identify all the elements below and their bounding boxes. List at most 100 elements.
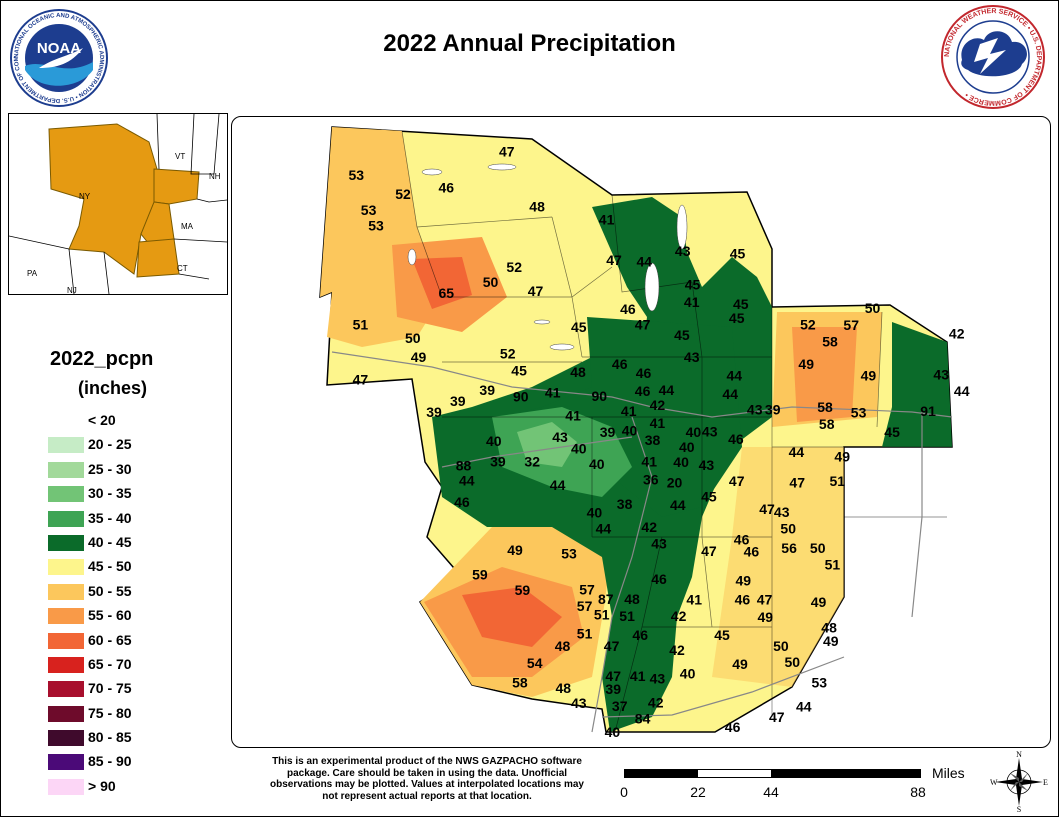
observation-value: 42 xyxy=(641,519,657,535)
observation-value: 47 xyxy=(353,372,369,388)
legend-label: 45 - 50 xyxy=(88,558,132,575)
observation-value: 48 xyxy=(556,680,572,696)
observation-value: 49 xyxy=(811,594,827,610)
legend-label: < 20 xyxy=(88,412,116,428)
observation-value: 58 xyxy=(822,333,838,349)
inset-label-vt: VT xyxy=(175,152,186,161)
inset-map-svg xyxy=(9,114,227,294)
observation-value: 39 xyxy=(765,401,781,417)
observation-value: 47 xyxy=(499,144,515,160)
observation-value: 45 xyxy=(733,296,749,312)
observation-value: 46 xyxy=(735,592,751,608)
observation-value: 46 xyxy=(635,383,651,399)
legend-label: 85 - 90 xyxy=(88,753,132,770)
observation-value: 38 xyxy=(645,432,661,448)
observation-value: 39 xyxy=(600,424,616,440)
observation-value: 40 xyxy=(486,433,502,449)
observation-value: 51 xyxy=(825,556,841,572)
observation-value: 43 xyxy=(552,429,568,445)
observation-value: 59 xyxy=(472,566,488,582)
inset-label-ma: MA xyxy=(181,222,193,231)
observation-value: 44 xyxy=(459,473,475,489)
legend-label: 55 - 60 xyxy=(88,607,132,624)
observation-value: 40 xyxy=(605,724,621,740)
compass-n: N xyxy=(1016,750,1022,759)
observation-value: 53 xyxy=(361,202,377,218)
observation-value: 47 xyxy=(789,474,805,490)
observation-value: 40 xyxy=(589,456,605,472)
legend-units: (inches) xyxy=(78,378,148,398)
observation-value: 44 xyxy=(954,383,970,399)
observation-value: 43 xyxy=(933,367,949,383)
observation-value: 51 xyxy=(353,316,369,332)
observation-value: 44 xyxy=(727,367,743,383)
observation-value: 39 xyxy=(450,393,466,409)
observation-value: 57 xyxy=(843,317,859,333)
observation-value: 53 xyxy=(349,167,365,183)
observation-value: 51 xyxy=(577,626,593,642)
observation-value: 46 xyxy=(454,494,470,510)
observation-value: 87 xyxy=(598,591,614,607)
observation-value: 47 xyxy=(701,543,717,559)
observation-value: 44 xyxy=(596,520,612,536)
scale-unit: Miles xyxy=(932,765,965,781)
main-map[interactable]: 47 53 52 46 53 53 48 41 47 44 43 45 52 50 65 47 45 41 45 45… xyxy=(231,116,1051,748)
observation-value: 49 xyxy=(798,356,814,372)
legend-swatch xyxy=(48,656,84,673)
legend-label: > 90 xyxy=(88,777,116,794)
compass-s: S xyxy=(1017,805,1021,812)
observation-value: 58 xyxy=(819,416,835,432)
legend-swatch xyxy=(48,608,84,625)
observation-value: 46 xyxy=(744,544,760,560)
observation-value: 37 xyxy=(612,698,628,714)
observation-value: 49 xyxy=(834,449,850,465)
legend-swatch xyxy=(48,510,84,527)
observation-value: 40 xyxy=(673,454,689,470)
observation-value: 52 xyxy=(506,259,522,275)
observation-value: 47 xyxy=(606,252,622,268)
observation-value: 45 xyxy=(674,327,690,343)
inset-label-nh: NH xyxy=(209,172,221,181)
observation-value: 49 xyxy=(823,633,839,649)
observation-value: 46 xyxy=(620,301,636,317)
nws-logo: NATIONAL WEATHER SERVICE • U.S. DEPARTME… xyxy=(941,5,1045,109)
observation-value: 50 xyxy=(810,540,826,556)
observation-value: 44 xyxy=(722,386,738,402)
observation-value: 51 xyxy=(619,608,635,624)
observation-value: 44 xyxy=(670,497,686,513)
disclaimer: This is an experimental product of the N… xyxy=(270,756,584,802)
observation-value: 46 xyxy=(728,431,744,447)
legend-swatch xyxy=(48,754,84,771)
observation-value: 58 xyxy=(512,675,528,691)
observation-value: 59 xyxy=(515,582,531,598)
legend-label: 20 - 25 xyxy=(88,436,132,453)
legend-swatch xyxy=(48,437,84,454)
legend-label: 75 - 80 xyxy=(88,704,132,721)
observation-value: 32 xyxy=(524,454,540,470)
observation-value: 43 xyxy=(699,457,715,473)
observation-value: 47 xyxy=(757,592,773,608)
legend-swatch xyxy=(48,730,84,747)
legend-swatch xyxy=(48,534,84,551)
observation-value: 90 xyxy=(592,388,608,404)
observation-value: 48 xyxy=(529,199,545,215)
observation-value: 65 xyxy=(439,285,455,301)
region-40-45-east xyxy=(882,322,952,447)
observation-value: 52 xyxy=(395,186,411,202)
observation-value: 53 xyxy=(851,405,867,421)
region-55-60-east xyxy=(792,327,857,422)
observation-value: 84 xyxy=(635,711,651,727)
legend-label: 40 - 45 xyxy=(88,533,132,550)
observation-value: 53 xyxy=(812,675,828,691)
observation-value: 38 xyxy=(617,496,633,512)
observation-value: 44 xyxy=(637,253,653,269)
observation-value: 50 xyxy=(773,638,789,654)
observation-value: 47 xyxy=(769,709,785,725)
observation-value: 45 xyxy=(730,246,746,262)
observation-value: 47 xyxy=(635,316,651,332)
observation-value: 45 xyxy=(701,488,717,504)
observation-value: 41 xyxy=(641,454,657,470)
observation-value: 43 xyxy=(774,504,790,520)
